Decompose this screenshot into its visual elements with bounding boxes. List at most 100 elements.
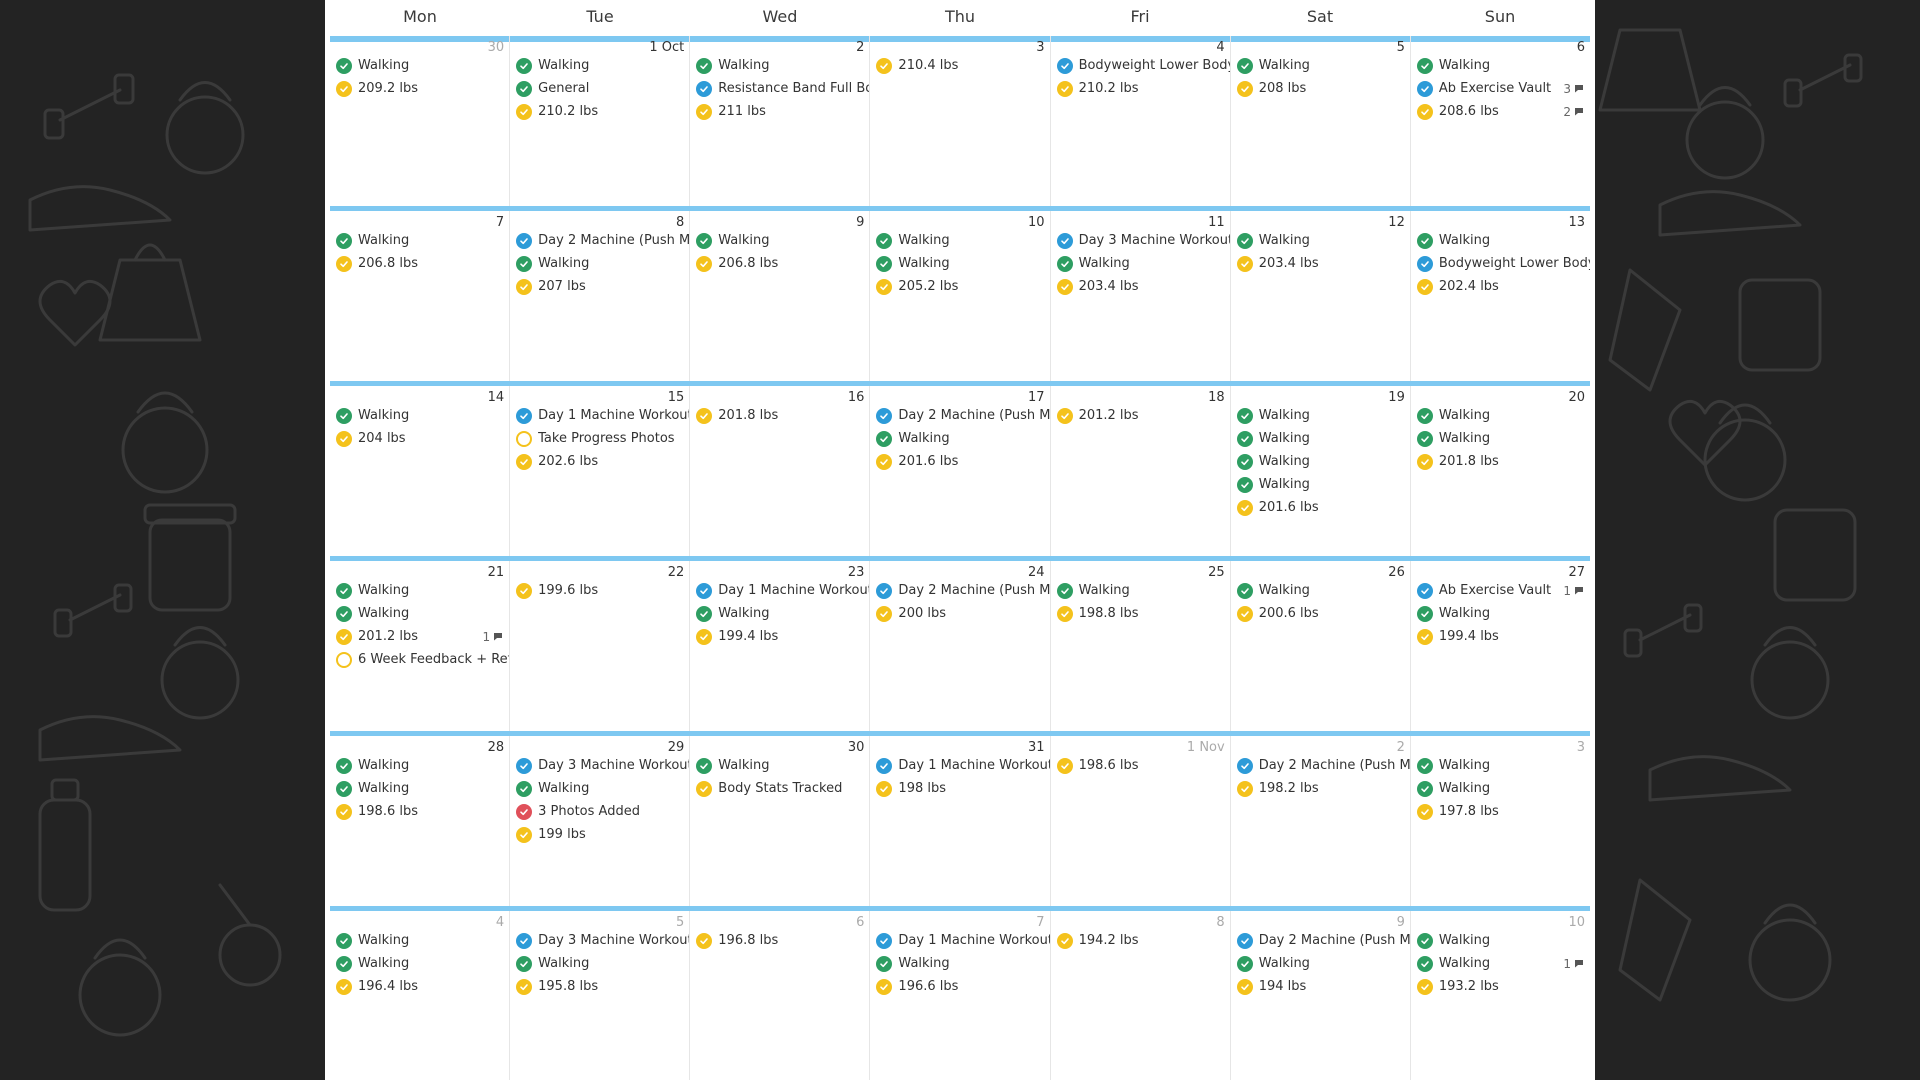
calendar-entry[interactable]: 204 lbs [330,427,509,450]
calendar-day-cell[interactable]: 11 Day 3 Machine Workout Walking 203.4 lbs [1051,211,1231,381]
completed-check-icon[interactable] [516,232,533,249]
calendar-entry[interactable]: 199.4 lbs [690,625,869,648]
completed-check-icon[interactable] [1416,57,1433,74]
calendar-entry[interactable]: Walking [1411,229,1590,252]
completed-check-icon[interactable] [1236,978,1253,995]
calendar-entry[interactable]: 203.4 lbs [1231,252,1410,275]
completed-check-icon[interactable] [1416,803,1433,820]
calendar-day-cell[interactable]: 10 Walking Walking 1 193.2 lbs [1411,911,1590,1080]
calendar-entry[interactable]: Day 2 Machine (Push Mu [870,404,1050,427]
completed-check-icon[interactable] [1056,232,1073,249]
completed-check-icon[interactable] [1416,757,1433,774]
calendar-entry[interactable]: Ab Exercise Vault 1 [1411,579,1590,602]
completed-check-icon[interactable] [1236,932,1253,949]
comment-count[interactable]: 1 [478,625,504,648]
calendar-entry[interactable]: Day 3 Machine Workout [510,754,689,777]
completed-check-icon[interactable] [1056,605,1073,622]
calendar-entry[interactable]: 210.2 lbs [510,100,689,123]
completed-check-icon[interactable] [516,780,533,797]
calendar-day-cell[interactable]: 27 Ab Exercise Vault 1 Walking 199.4 lbs [1411,561,1590,731]
completed-check-icon[interactable] [1236,232,1253,249]
completed-check-icon[interactable] [336,605,352,622]
calendar-day-cell[interactable]: 30 Walking 209.2 lbs [330,36,511,206]
completed-check-icon[interactable] [516,803,533,820]
calendar-entry[interactable]: 197.8 lbs [1411,800,1590,823]
calendar-day-cell[interactable]: 1 Oct Walking General 210.2 lbs [510,36,691,206]
calendar-day-cell[interactable]: 5 Day 3 Machine Workout Walking 195.8 lbs [510,911,691,1080]
completed-check-icon[interactable] [336,628,352,645]
calendar-entry[interactable]: Day 2 Machine (Push Mu [510,229,689,252]
calendar-entry[interactable]: 198.2 lbs [1231,777,1410,800]
completed-check-icon[interactable] [876,780,893,797]
calendar-entry[interactable]: Walking [1231,404,1410,427]
calendar-entry[interactable]: Walking [510,777,689,800]
calendar-entry[interactable]: Day 3 Machine Workout [1051,229,1230,252]
calendar-entry[interactable]: Day 1 Machine Workout [510,404,689,427]
calendar-entry[interactable]: Resistance Band Full Bo [690,77,869,100]
calendar-day-cell[interactable]: 3 210.4 lbs [870,36,1051,206]
calendar-day-cell[interactable]: 29 Day 3 Machine Workout Walking 3 Photos A… [510,736,691,906]
calendar-entry[interactable]: Walking [1231,952,1410,975]
calendar-day-cell[interactable]: 22 199.6 lbs [510,561,691,731]
calendar-day-cell[interactable]: 7 Walking 206.8 lbs [330,211,511,381]
pending-circle-icon[interactable] [336,651,352,668]
completed-check-icon[interactable] [516,978,533,995]
completed-check-icon[interactable] [516,80,533,97]
calendar-day-cell[interactable]: 1 Nov 198.6 lbs [1051,736,1231,906]
comment-count[interactable]: 2 [1559,100,1584,123]
calendar-entry[interactable]: Walking [1411,54,1590,77]
calendar-entry[interactable]: Take Progress Photos [510,427,689,450]
calendar-entry[interactable]: Day 3 Machine Workout [510,929,689,952]
calendar-entry[interactable]: 209.2 lbs [330,77,509,100]
calendar-entry[interactable]: 196.6 lbs [870,975,1049,998]
calendar-day-cell[interactable]: 15 Day 1 Machine Workout Take Progress Pho… [510,386,691,556]
calendar-entry[interactable]: 201.6 lbs [870,450,1049,473]
completed-check-icon[interactable] [696,582,713,599]
calendar-entry[interactable]: Walking [1231,229,1410,252]
calendar-day-cell[interactable]: 20 Walking Walking 201.8 lbs [1411,386,1590,556]
calendar-entry[interactable]: 201.2 lbs 1 [330,625,509,648]
calendar-day-cell[interactable]: 4 Bodyweight Lower Body 210.2 lbs [1051,36,1231,206]
calendar-entry[interactable]: 202.6 lbs [510,450,689,473]
completed-check-icon[interactable] [1236,757,1253,774]
calendar-entry[interactable]: Walking [510,54,689,77]
calendar-entry[interactable]: Walking [870,229,1049,252]
calendar-day-cell[interactable]: 10 Walking Walking 205.2 lbs [870,211,1051,381]
completed-check-icon[interactable] [1416,780,1433,797]
calendar-entry[interactable]: Body Stats Tracked [690,777,869,800]
completed-check-icon[interactable] [516,278,533,295]
calendar-day-cell[interactable]: 9 Walking 206.8 lbs [690,211,871,381]
completed-check-icon[interactable] [696,780,713,797]
completed-check-icon[interactable] [1056,582,1073,599]
completed-check-icon[interactable] [336,57,352,74]
calendar-day-cell[interactable]: 19 Walking Walking Walking Walking 201.6 lbs [1231,386,1411,556]
calendar-entry[interactable]: Walking [870,252,1049,275]
calendar-entry[interactable]: Walking [1231,450,1410,473]
calendar-day-cell[interactable]: 30 Walking Body Stats Tracked [690,736,871,906]
calendar-entry[interactable]: Walking [510,252,689,275]
completed-check-icon[interactable] [1056,278,1073,295]
calendar-entry[interactable]: 202.4 lbs [1411,275,1590,298]
calendar-day-cell[interactable]: 7 Day 1 Machine Workout Walking 196.6 lbs [870,911,1051,1080]
calendar-day-cell[interactable]: 25 Walking 198.8 lbs [1051,561,1231,731]
completed-check-icon[interactable] [1416,453,1433,470]
calendar-entry[interactable]: 210.4 lbs [870,54,1049,77]
completed-check-icon[interactable] [516,582,533,599]
calendar-entry[interactable]: 198 lbs [870,777,1049,800]
completed-check-icon[interactable] [1416,955,1433,972]
calendar-entry[interactable]: Walking [330,777,509,800]
calendar-entry[interactable]: 194.2 lbs [1051,929,1230,952]
completed-check-icon[interactable] [1236,605,1253,622]
calendar-day-cell[interactable]: 2 Day 2 Machine (Push Mu 198.2 lbs [1231,736,1411,906]
completed-check-icon[interactable] [876,582,893,599]
calendar-entry[interactable]: Ab Exercise Vault 3 [1411,77,1590,100]
calendar-entry[interactable]: 196.8 lbs [690,929,869,952]
calendar-entry[interactable]: 198.8 lbs [1051,602,1230,625]
completed-check-icon[interactable] [696,103,713,120]
completed-check-icon[interactable] [876,453,893,470]
calendar-entry[interactable]: Walking [1051,252,1230,275]
calendar-entry[interactable]: Walking [330,929,509,952]
calendar-entry[interactable]: Day 1 Machine Workout [870,754,1050,777]
calendar-entry[interactable]: Day 2 Machine (Push Mu [1231,754,1410,777]
completed-check-icon[interactable] [876,978,893,995]
